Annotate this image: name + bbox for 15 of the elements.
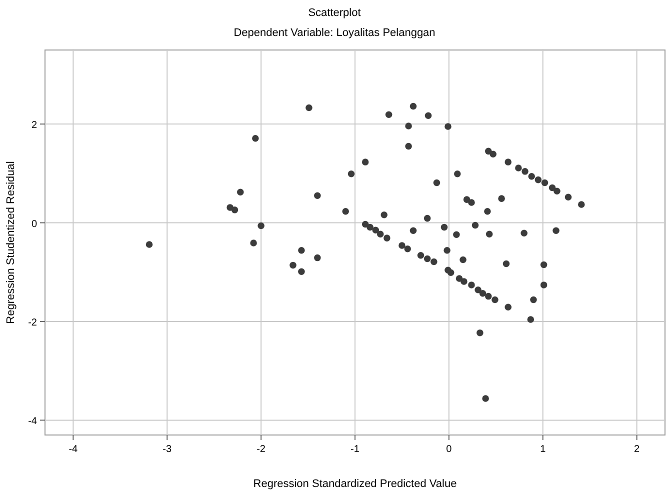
x-tick-label: -4: [68, 444, 78, 455]
x-tick-label: -1: [350, 444, 360, 455]
y-tick-label: -2: [28, 317, 38, 328]
x-tick-label: 2: [634, 444, 640, 455]
y-tick-label: -4: [28, 416, 38, 428]
y-tick-label: 2: [31, 120, 38, 132]
y-tick-label: 0: [31, 218, 38, 230]
x-tick-label: 0: [446, 444, 452, 455]
x-tick-label: -3: [162, 444, 172, 455]
x-tick-label: -2: [256, 444, 266, 455]
x-axis-title: Regression Standardized Predicted Value: [253, 478, 457, 490]
y-axis-title: Regression Studentized Residual: [5, 161, 17, 324]
x-tick-label: 1: [540, 444, 546, 455]
chart-subtitle: Dependent Variable: Loyalitas Pelanggan: [234, 27, 436, 39]
chart-title: Scatterplot: [308, 7, 361, 19]
